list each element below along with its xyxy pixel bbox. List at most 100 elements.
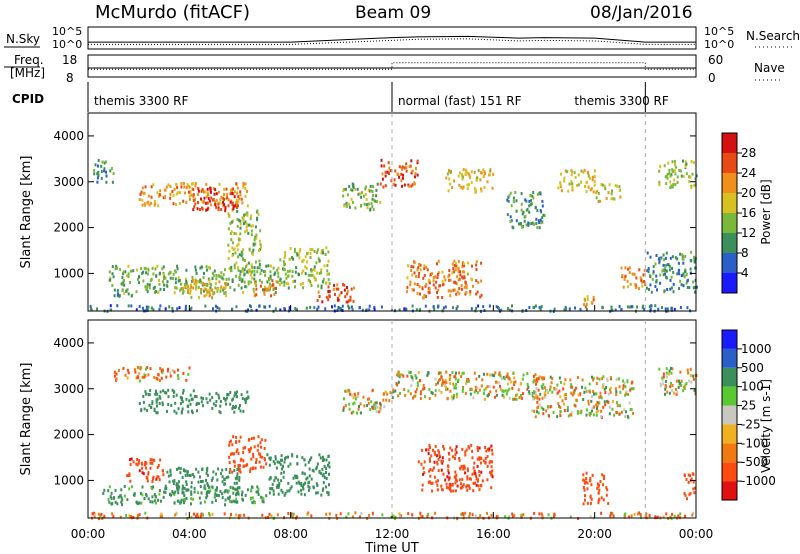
range-gate-cell xyxy=(224,398,227,401)
range-gate-cell xyxy=(233,481,236,485)
range-gate-cell xyxy=(177,466,180,470)
range-gate-cell xyxy=(465,286,468,290)
range-gate-cell xyxy=(325,477,328,480)
range-gate-cell xyxy=(528,222,531,226)
range-gate-cell xyxy=(483,372,485,376)
range-gate-cell xyxy=(150,185,153,189)
range-gate-cell xyxy=(573,171,576,175)
range-gate-cell xyxy=(338,293,341,297)
range-gate-cell xyxy=(246,270,249,274)
range-gate-cell xyxy=(431,489,434,493)
range-gate-cell xyxy=(431,468,434,472)
range-gate-cell xyxy=(150,277,153,281)
range-gate-cell xyxy=(360,512,363,516)
range-gate-cell xyxy=(176,483,179,487)
x-tick-label: 00:00 xyxy=(679,527,714,541)
range-gate-cell xyxy=(195,287,198,291)
range-gate-cell xyxy=(348,202,350,206)
range-gate-cell xyxy=(636,305,639,309)
range-gate-cell xyxy=(433,450,436,454)
range-gate-cell xyxy=(249,470,252,473)
range-gate-cell xyxy=(348,402,351,406)
range-gate-cell xyxy=(593,405,595,409)
range-gate-cell xyxy=(343,288,346,292)
range-gate-cell xyxy=(606,399,609,403)
range-gate-cell xyxy=(172,272,175,276)
range-gate-cell xyxy=(236,248,239,252)
range-gate-cell xyxy=(192,182,194,186)
range-gate-cell xyxy=(559,185,562,189)
range-gate-cell xyxy=(430,391,433,394)
range-gate-cell xyxy=(291,270,294,273)
range-gate-cell xyxy=(507,199,510,203)
range-gate-cell xyxy=(352,185,355,189)
range-gate-cell xyxy=(471,264,473,268)
range-gate-cell xyxy=(610,305,613,309)
range-gate-cell xyxy=(309,279,311,283)
range-gate-cell xyxy=(179,191,181,194)
range-gate-cell xyxy=(414,390,417,394)
range-gate-cell xyxy=(624,393,627,397)
range-gate-cell xyxy=(417,460,420,464)
range-gate-cell xyxy=(239,226,242,230)
range-gate-cell xyxy=(327,493,330,497)
range-gate-cell xyxy=(415,275,418,278)
range-gate-cell xyxy=(306,252,309,256)
range-gate-cell xyxy=(227,243,230,247)
range-gate-cell xyxy=(220,275,222,279)
range-gate-cell xyxy=(108,500,111,504)
range-gate-cell xyxy=(676,272,679,276)
range-gate-cell xyxy=(247,280,250,284)
range-gate-cell xyxy=(211,512,214,516)
range-gate-cell xyxy=(466,378,469,382)
range-gate-cell xyxy=(183,497,186,501)
range-gate-cell xyxy=(311,468,314,472)
range-gate-cell xyxy=(344,295,347,299)
range-gate-cell xyxy=(123,278,125,282)
range-gate-cell xyxy=(419,392,422,396)
range-gate-cell xyxy=(455,445,458,449)
range-gate-cell xyxy=(308,467,311,471)
range-gate-cell xyxy=(460,512,463,516)
range-gate-cell xyxy=(416,161,419,165)
range-gate-cell xyxy=(322,481,325,485)
velocity-ylabel: Slant Range [km] xyxy=(19,363,34,476)
range-gate-cell xyxy=(577,393,580,397)
range-gate-cell xyxy=(297,490,300,494)
range-gate-cell xyxy=(181,476,184,479)
range-gate-cell xyxy=(121,283,124,287)
range-gate-cell xyxy=(158,278,160,282)
range-gate-cell xyxy=(482,392,485,395)
range-gate-cell xyxy=(441,378,444,382)
range-gate-cell xyxy=(283,280,286,284)
range-gate-cell xyxy=(138,501,141,505)
range-gate-cell xyxy=(508,387,511,391)
range-gate-cell xyxy=(158,478,161,482)
range-gate-cell xyxy=(571,185,574,189)
range-gate-cell xyxy=(591,186,593,190)
range-gate-cell xyxy=(661,378,664,382)
range-gate-cell xyxy=(594,392,597,396)
range-gate-cell xyxy=(173,187,176,191)
range-gate-cell xyxy=(190,285,192,289)
range-gate-cell xyxy=(278,481,281,485)
range-gate-cell xyxy=(359,515,361,519)
range-gate-cell xyxy=(379,201,382,204)
range-gate-cell xyxy=(682,175,685,179)
range-gate-cell xyxy=(301,471,304,475)
range-gate-cell xyxy=(228,471,231,474)
range-gate-cell xyxy=(629,305,632,309)
range-gate-cell xyxy=(575,398,578,402)
range-gate-cell xyxy=(177,407,180,411)
range-gate-cell xyxy=(207,265,210,269)
range-gate-cell xyxy=(136,268,138,272)
range-gate-cell xyxy=(146,201,149,205)
range-gate-cell xyxy=(468,514,471,518)
range-gate-cell xyxy=(211,485,214,489)
range-gate-cell xyxy=(158,489,161,492)
range-gate-cell xyxy=(673,178,676,182)
range-gate-cell xyxy=(259,229,262,233)
range-gate-cell xyxy=(229,452,232,456)
range-gate-cell xyxy=(146,272,149,276)
range-gate-cell xyxy=(227,204,230,208)
